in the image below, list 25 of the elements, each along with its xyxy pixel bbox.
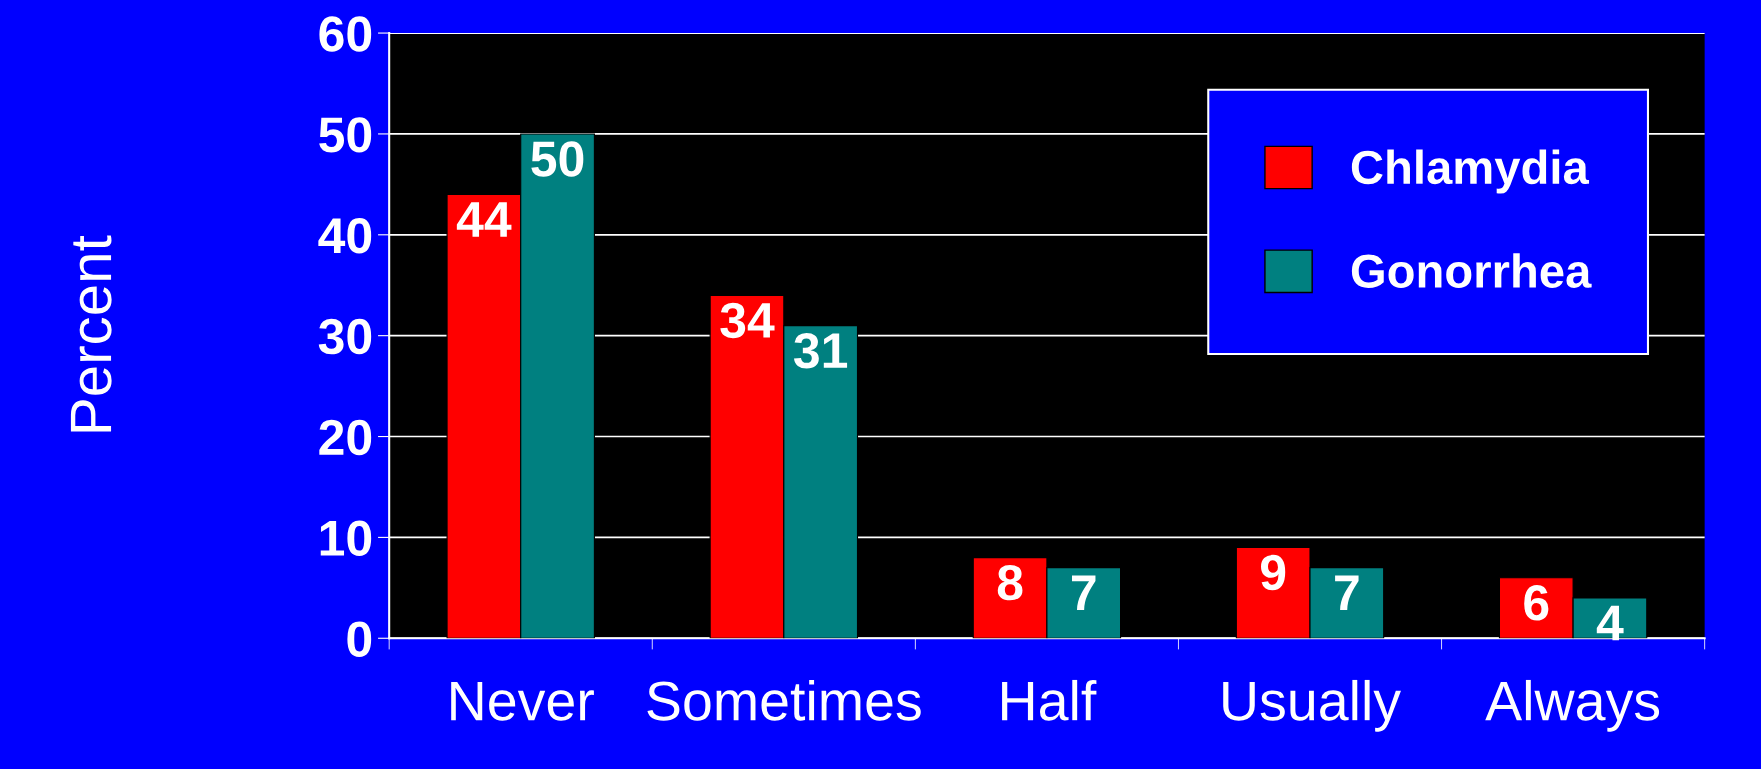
data-label: 34	[720, 302, 775, 339]
legend-label: Gonorrhea	[1351, 253, 1592, 288]
data-label: 31	[794, 332, 848, 369]
legend-label: Chlamydia	[1351, 149, 1590, 194]
y-tick-label: 30	[318, 318, 372, 355]
data-label: 4	[1596, 605, 1624, 641]
data-label: 6	[1524, 585, 1549, 621]
data-label: 7	[1335, 575, 1359, 610]
y-tick-label: 50	[319, 117, 372, 153]
y-tick-label: 10	[320, 520, 372, 557]
data-label: 44	[456, 202, 512, 237]
data-label: 9	[1261, 554, 1286, 591]
y-tick-label: 60	[319, 16, 372, 52]
data-label: 8	[997, 564, 1023, 601]
x-tick-label: Always	[1485, 679, 1660, 732]
x-tick-label: Sometimes	[647, 679, 921, 721]
data-label: 50	[531, 141, 584, 177]
y-tick-label: 0	[347, 621, 372, 657]
y-axis-title: Percent	[70, 235, 112, 432]
x-tick-label: Usually	[1223, 679, 1401, 732]
y-tick-label: 20	[319, 419, 372, 456]
y-tick-label: 40	[318, 218, 372, 254]
x-tick-label: Never	[451, 681, 594, 721]
x-tick-label: Half	[1002, 679, 1097, 721]
data-label: 7	[1071, 575, 1096, 610]
